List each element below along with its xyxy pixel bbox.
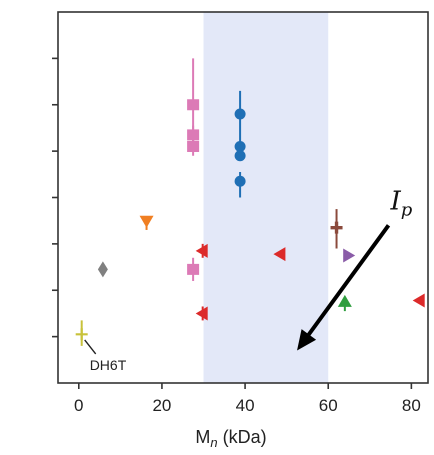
data-point-circle xyxy=(234,175,246,187)
data-point-triangle-left xyxy=(195,306,208,321)
x-axis-label-subscript: n xyxy=(210,435,217,450)
x-tick-label: 80 xyxy=(402,396,421,415)
data-point-plus xyxy=(75,328,88,341)
data-point-layer xyxy=(75,99,425,341)
tick-layer: 0 20 40 60 80 xyxy=(52,57,421,415)
data-point-triangle-up xyxy=(337,294,352,307)
annotation-leader-line xyxy=(84,339,97,355)
arrow-label: Ip xyxy=(390,186,413,220)
data-point-triangle-left xyxy=(412,293,425,308)
data-point-circle xyxy=(234,108,246,120)
annotation-text: DH6T xyxy=(90,357,127,373)
x-tick-label: 0 xyxy=(74,396,83,415)
data-point-square xyxy=(187,129,200,141)
data-point-plus-thick xyxy=(330,221,343,234)
x-axis-label-unit: (kDa) xyxy=(218,427,267,447)
x-axis-label-main: M xyxy=(195,427,210,447)
x-tick-label: 60 xyxy=(319,396,338,415)
data-point-diamond xyxy=(97,261,108,278)
shaded-band-layer xyxy=(203,12,329,383)
arrow-layer: Ip xyxy=(297,186,413,351)
arrow-label-main: I xyxy=(390,186,402,216)
data-point-square xyxy=(187,263,200,275)
x-axis-label: Mn (kDa) xyxy=(195,427,266,450)
x-tick-label: 40 xyxy=(236,396,255,415)
arrow-head xyxy=(297,329,317,351)
x-tick-label: 20 xyxy=(152,396,171,415)
arrow-label-subscript: p xyxy=(401,199,413,220)
arrow-shaft xyxy=(306,224,391,338)
data-point-triangle-left xyxy=(273,247,286,262)
data-point-square xyxy=(187,99,200,111)
data-point-triangle-right xyxy=(343,248,356,263)
data-point-triangle-down xyxy=(139,215,154,228)
data-point-circle xyxy=(234,150,246,162)
annotation-layer: DH6T xyxy=(84,339,127,373)
shaded-band xyxy=(203,12,329,383)
data-point-circle xyxy=(234,140,246,152)
data-point-triangle-left xyxy=(195,243,208,258)
data-point-square xyxy=(187,140,200,152)
